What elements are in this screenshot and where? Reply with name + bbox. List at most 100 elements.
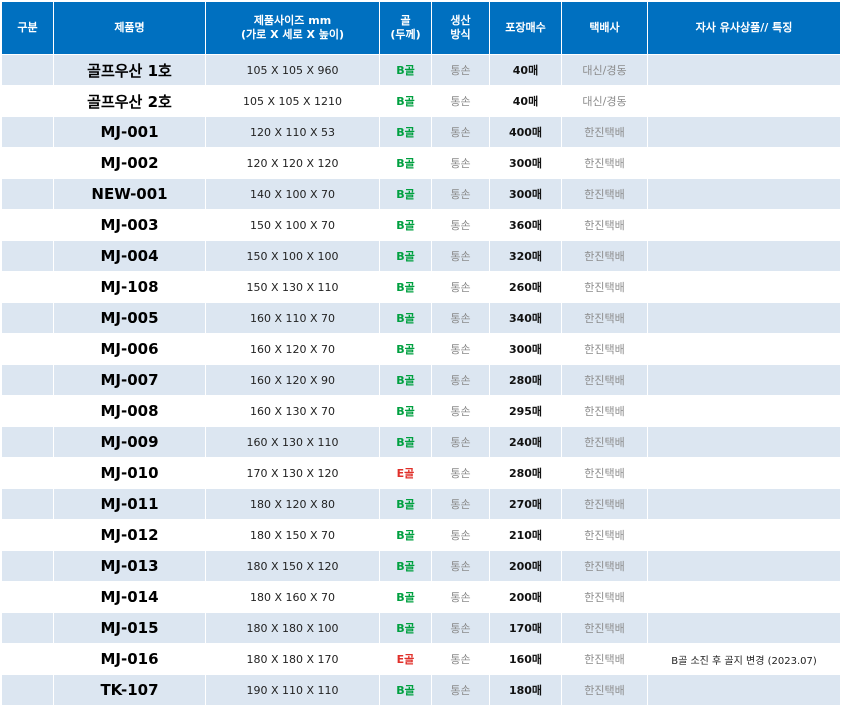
cell-flute: B골 [379, 333, 432, 365]
cell-notes [647, 209, 841, 241]
cell-gubun [1, 426, 54, 458]
cell-notes [647, 674, 841, 706]
cell-notes [647, 488, 841, 520]
cell-courier: 한진택배 [561, 209, 648, 241]
cell-product-name: MJ-004 [53, 240, 206, 272]
cell-courier: 대신/경동 [561, 85, 648, 117]
cell-production-method: 통손 [431, 302, 490, 334]
cell-flute: B골 [379, 209, 432, 241]
cell-pack-quantity: 260매 [489, 271, 562, 303]
table-row: MJ-005 160 X 110 X 70 B골 통손 340매 한진택배 [1, 302, 841, 334]
cell-product-name: MJ-012 [53, 519, 206, 551]
cell-flute: B골 [379, 147, 432, 179]
cell-product-name: MJ-011 [53, 488, 206, 520]
cell-notes [647, 302, 841, 334]
cell-flute: B골 [379, 674, 432, 706]
header-production-method: 생산 방식 [431, 1, 490, 55]
cell-product-name: MJ-013 [53, 550, 206, 582]
cell-flute: B골 [379, 550, 432, 582]
cell-product-size: 140 X 100 X 70 [205, 178, 380, 210]
header-courier: 택배사 [561, 1, 648, 55]
cell-product-size: 180 X 150 X 120 [205, 550, 380, 582]
cell-gubun [1, 364, 54, 396]
table-row: MJ-013 180 X 150 X 120 B골 통손 200매 한진택배 [1, 550, 841, 582]
cell-pack-quantity: 300매 [489, 178, 562, 210]
cell-notes [647, 147, 841, 179]
cell-notes [647, 457, 841, 489]
cell-pack-quantity: 240매 [489, 426, 562, 458]
cell-flute: E골 [379, 457, 432, 489]
table-row: MJ-002 120 X 120 X 120 B골 통손 300매 한진택배 [1, 147, 841, 179]
cell-pack-quantity: 360매 [489, 209, 562, 241]
cell-product-size: 160 X 120 X 90 [205, 364, 380, 396]
cell-pack-quantity: 180매 [489, 674, 562, 706]
cell-pack-quantity: 320매 [489, 240, 562, 272]
cell-product-size: 105 X 105 X 960 [205, 54, 380, 86]
header-flute: 골 (두께) [379, 1, 432, 55]
cell-courier: 한진택배 [561, 364, 648, 396]
cell-courier: 한진택배 [561, 674, 648, 706]
cell-production-method: 통손 [431, 426, 490, 458]
table-row: TK-107 190 X 110 X 110 B골 통손 180매 한진택배 [1, 674, 841, 706]
cell-production-method: 통손 [431, 147, 490, 179]
cell-product-name: NEW-001 [53, 178, 206, 210]
cell-gubun [1, 240, 54, 272]
table-row: MJ-011 180 X 120 X 80 B골 통손 270매 한진택배 [1, 488, 841, 520]
cell-courier: 한진택배 [561, 178, 648, 210]
cell-pack-quantity: 280매 [489, 364, 562, 396]
header-product-size: 제품사이즈 mm (가로 X 세로 X 높이) [205, 1, 380, 55]
cell-courier: 한진택배 [561, 302, 648, 334]
cell-courier: 한진택배 [561, 643, 648, 675]
cell-flute: B골 [379, 85, 432, 117]
cell-notes [647, 550, 841, 582]
cell-pack-quantity: 200매 [489, 550, 562, 582]
header-pack-quantity: 포장매수 [489, 1, 562, 55]
cell-pack-quantity: 300매 [489, 147, 562, 179]
cell-pack-quantity: 270매 [489, 488, 562, 520]
cell-product-name: MJ-006 [53, 333, 206, 365]
cell-pack-quantity: 340매 [489, 302, 562, 334]
table-row: MJ-108 150 X 130 X 110 B골 통손 260매 한진택배 [1, 271, 841, 303]
cell-product-size: 150 X 100 X 70 [205, 209, 380, 241]
table-row: MJ-016 180 X 180 X 170 E골 통손 160매 한진택배 B골 소진 후… [1, 643, 841, 675]
table-row: NEW-001 140 X 100 X 70 B골 통손 300매 한진택배 [1, 178, 841, 210]
table-row: MJ-003 150 X 100 X 70 B골 통손 360매 한진택배 [1, 209, 841, 241]
cell-product-name: MJ-014 [53, 581, 206, 613]
cell-production-method: 통손 [431, 116, 490, 148]
cell-pack-quantity: 170매 [489, 612, 562, 644]
cell-notes [647, 271, 841, 303]
cell-pack-quantity: 295매 [489, 395, 562, 427]
cell-gubun [1, 395, 54, 427]
table-row: MJ-006 160 X 120 X 70 B골 통손 300매 한진택배 [1, 333, 841, 365]
cell-production-method: 통손 [431, 519, 490, 551]
cell-courier: 한진택배 [561, 240, 648, 272]
cell-product-name: MJ-016 [53, 643, 206, 675]
cell-gubun [1, 488, 54, 520]
cell-production-method: 통손 [431, 271, 490, 303]
table-row: 골프우산 2호 105 X 105 X 1210 B골 통손 40매 대신/경동 [1, 85, 841, 117]
cell-production-method: 통손 [431, 85, 490, 117]
cell-gubun [1, 147, 54, 179]
table-row: MJ-009 160 X 130 X 110 B골 통손 240매 한진택배 [1, 426, 841, 458]
cell-production-method: 통손 [431, 364, 490, 396]
cell-production-method: 통손 [431, 54, 490, 86]
cell-notes [647, 612, 841, 644]
cell-product-size: 160 X 130 X 110 [205, 426, 380, 458]
cell-courier: 한진택배 [561, 550, 648, 582]
table-row: MJ-007 160 X 120 X 90 B골 통손 280매 한진택배 [1, 364, 841, 396]
table-row: MJ-015 180 X 180 X 100 B골 통손 170매 한진택배 [1, 612, 841, 644]
cell-courier: 한진택배 [561, 581, 648, 613]
cell-flute: B골 [379, 395, 432, 427]
cell-gubun [1, 209, 54, 241]
cell-gubun [1, 581, 54, 613]
cell-gubun [1, 612, 54, 644]
cell-production-method: 통손 [431, 178, 490, 210]
cell-gubun [1, 643, 54, 675]
cell-courier: 한진택배 [561, 271, 648, 303]
cell-pack-quantity: 40매 [489, 85, 562, 117]
cell-product-name: MJ-003 [53, 209, 206, 241]
cell-flute: B골 [379, 271, 432, 303]
cell-product-size: 160 X 110 X 70 [205, 302, 380, 334]
cell-gubun [1, 519, 54, 551]
